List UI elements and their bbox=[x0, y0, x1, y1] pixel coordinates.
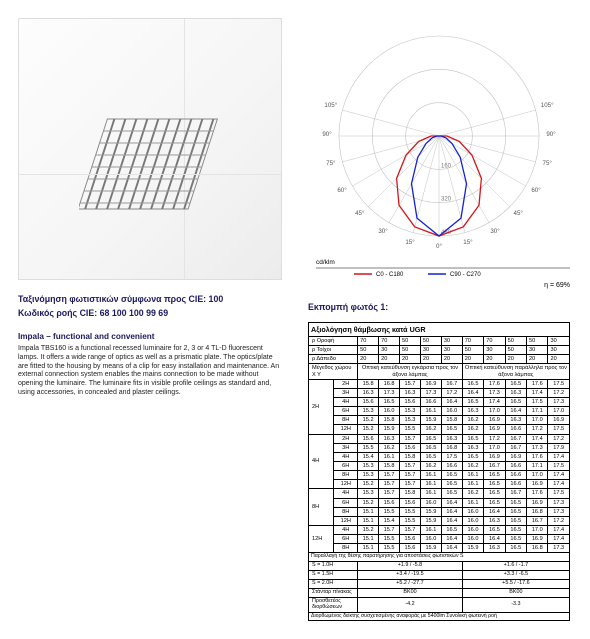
louver-illustration bbox=[79, 114, 219, 214]
svg-text:75°: 75° bbox=[543, 160, 553, 167]
svg-text:C0 - C180: C0 - C180 bbox=[376, 272, 404, 278]
svg-text:45°: 45° bbox=[355, 210, 365, 217]
svg-text:60°: 60° bbox=[531, 187, 541, 194]
svg-text:15°: 15° bbox=[463, 239, 473, 246]
svg-text:105°: 105° bbox=[324, 102, 337, 109]
svg-text:45°: 45° bbox=[514, 210, 524, 217]
cie-heading: Ταξινόμηση φωτιστικών σύμφωνα προς CIE: … bbox=[18, 294, 280, 304]
product-photo bbox=[18, 18, 282, 280]
svg-text:15°: 15° bbox=[405, 239, 415, 246]
polar-diagram: 160320480105°90°75°60°45°30°15°0°15°30°4… bbox=[308, 18, 570, 278]
emission-title: Εκπομπή φωτός 1: bbox=[308, 302, 570, 312]
sub-heading: Impala – functional and convenient bbox=[18, 332, 280, 341]
svg-text:105°: 105° bbox=[541, 102, 554, 109]
svg-text:60°: 60° bbox=[337, 187, 347, 194]
cie-code: Κωδικός ροής CIE: 68 100 100 99 69 bbox=[18, 308, 280, 318]
svg-text:C90 - C270: C90 - C270 bbox=[450, 272, 481, 278]
svg-text:90°: 90° bbox=[322, 131, 332, 138]
efficiency-label: η = 69% bbox=[544, 282, 570, 289]
svg-text:0°: 0° bbox=[436, 243, 442, 250]
svg-text:320: 320 bbox=[441, 197, 452, 203]
svg-text:cd/klm: cd/klm bbox=[316, 259, 335, 266]
svg-text:30°: 30° bbox=[490, 228, 500, 235]
ugr-table: ρ Οροφή70705050307070505030ρ Τοίχοι50305… bbox=[308, 336, 570, 621]
svg-text:75°: 75° bbox=[326, 160, 336, 167]
svg-text:30°: 30° bbox=[378, 228, 388, 235]
description-text: Impala TBS160 is a functional recessed l… bbox=[18, 345, 280, 398]
svg-text:90°: 90° bbox=[546, 131, 556, 138]
ugr-title: Αξιολόγηση θάμβωσης κατά UGR bbox=[308, 322, 570, 336]
